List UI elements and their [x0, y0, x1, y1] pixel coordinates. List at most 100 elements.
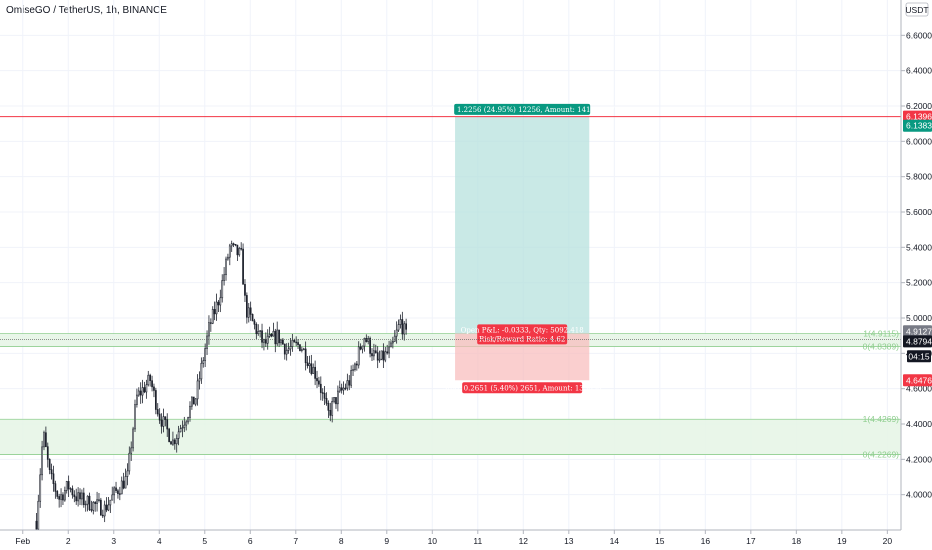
- chart-title: OmiseGO / TetherUS, 1h, BINANCE: [6, 5, 167, 16]
- candle-up: [287, 348, 290, 351]
- candle-up: [221, 280, 224, 299]
- candle-up: [92, 501, 95, 511]
- candle-up: [331, 401, 334, 416]
- candle-up: [312, 366, 315, 374]
- time-tick-label: 19: [837, 536, 847, 546]
- candle-down: [117, 490, 119, 494]
- candle-up: [137, 390, 140, 396]
- candle-up: [96, 499, 98, 504]
- candle-up: [227, 256, 229, 260]
- fib-zone-top-label: 1(4.4269): [863, 414, 900, 424]
- price-tick-label: 5.6000: [906, 207, 932, 217]
- candle-up: [257, 331, 260, 335]
- candle-down: [242, 248, 244, 285]
- candle-down: [151, 380, 153, 388]
- candle-down: [240, 248, 243, 250]
- candle-down: [153, 386, 155, 391]
- fib-zone-bottom-label: 0(4.8389): [863, 341, 900, 351]
- candle-down: [143, 387, 146, 393]
- time-tick-label: 16: [701, 536, 711, 546]
- candle-down: [274, 330, 277, 345]
- resistance-price-label: 6.1396: [906, 112, 932, 122]
- target-area[interactable]: [455, 116, 590, 334]
- candle-up: [397, 324, 400, 331]
- candle-down: [327, 402, 330, 411]
- candle-up: [172, 439, 174, 445]
- candle-up: [194, 398, 197, 405]
- candle-down: [295, 341, 298, 344]
- candle-up: [39, 474, 42, 502]
- countdown-label: 04:15: [908, 351, 930, 361]
- candle-up: [225, 258, 227, 276]
- candle-down: [236, 244, 239, 256]
- candle-down: [105, 504, 108, 511]
- currency-badge[interactable]: [905, 2, 929, 17]
- candle-down: [82, 492, 85, 505]
- candle-down: [371, 353, 373, 357]
- target-price-label-box: [903, 119, 932, 132]
- price-tick-label: 4.6000: [906, 384, 932, 394]
- candle-up: [132, 428, 134, 449]
- candle-down: [376, 352, 379, 361]
- time-tick-label: 7: [293, 536, 298, 546]
- time-tick-label: 12: [519, 536, 529, 546]
- candle-up: [230, 243, 233, 247]
- candle-up: [268, 334, 271, 337]
- candle-up: [302, 348, 305, 351]
- candle-down: [98, 499, 100, 501]
- candle-up: [357, 346, 360, 366]
- candle-down: [344, 387, 347, 390]
- candle-up: [128, 452, 131, 472]
- candle-down: [316, 378, 318, 382]
- candle-up: [223, 274, 225, 281]
- price-tick-label: 6.4000: [906, 66, 932, 76]
- time-tick-label: 20: [883, 536, 893, 546]
- candle-down: [79, 492, 81, 500]
- candle-down: [278, 329, 280, 344]
- fib-zones[interactable]: 1(4.9115) 0(4.8389) 1(4.4269) 0(4.2269): [0, 329, 901, 460]
- candle-down: [71, 488, 74, 496]
- fib-zone-bottom-label: 0(4.2269): [863, 450, 900, 460]
- candle-up: [162, 416, 165, 427]
- price-tick-label: 5.0000: [906, 313, 932, 323]
- time-tick-label: 10: [428, 536, 438, 546]
- candle-up: [395, 329, 398, 337]
- candle-up: [263, 339, 265, 343]
- candle-down: [319, 383, 322, 393]
- candle-up: [228, 245, 231, 258]
- candle-up: [37, 500, 40, 530]
- price-tick-label: 4.2000: [906, 454, 932, 464]
- entry-price-label: 4.9127: [906, 326, 932, 336]
- candle-down: [329, 410, 332, 416]
- candle-up: [130, 447, 133, 454]
- countdown-box: [907, 350, 931, 363]
- candle-up: [124, 476, 127, 489]
- candle-up: [141, 387, 144, 396]
- candle-up: [43, 432, 45, 448]
- price-axis[interactable]: [901, 0, 932, 550]
- long-position-tool[interactable]: Target: 1.2256 (24.95%) 12256, Amount: 1…: [429, 103, 615, 394]
- candle-down: [325, 398, 328, 404]
- candle-down: [94, 501, 97, 504]
- candle-down: [192, 396, 195, 405]
- stop-price-label-box: [903, 374, 932, 387]
- target-label: Target: 1.2256 (24.95%) 12256, Amount: 1…: [429, 106, 615, 114]
- candle-down: [67, 481, 70, 490]
- time-tick-label: 15: [655, 536, 665, 546]
- candle-up: [380, 350, 383, 360]
- time-tick-label: 5: [202, 536, 207, 546]
- candle-up: [60, 494, 62, 500]
- candle-up: [63, 490, 66, 501]
- candle-down: [100, 499, 102, 516]
- stop-price-label: 4.6476: [906, 375, 932, 385]
- time-axis[interactable]: [0, 530, 901, 550]
- candle-down: [62, 494, 64, 501]
- candle-down: [321, 392, 324, 394]
- candle-up: [333, 397, 335, 402]
- fib-zone[interactable]: [0, 333, 901, 347]
- horizontal-levels[interactable]: [0, 116, 901, 340]
- fib-zone[interactable]: [0, 419, 901, 455]
- candle-down: [245, 295, 248, 318]
